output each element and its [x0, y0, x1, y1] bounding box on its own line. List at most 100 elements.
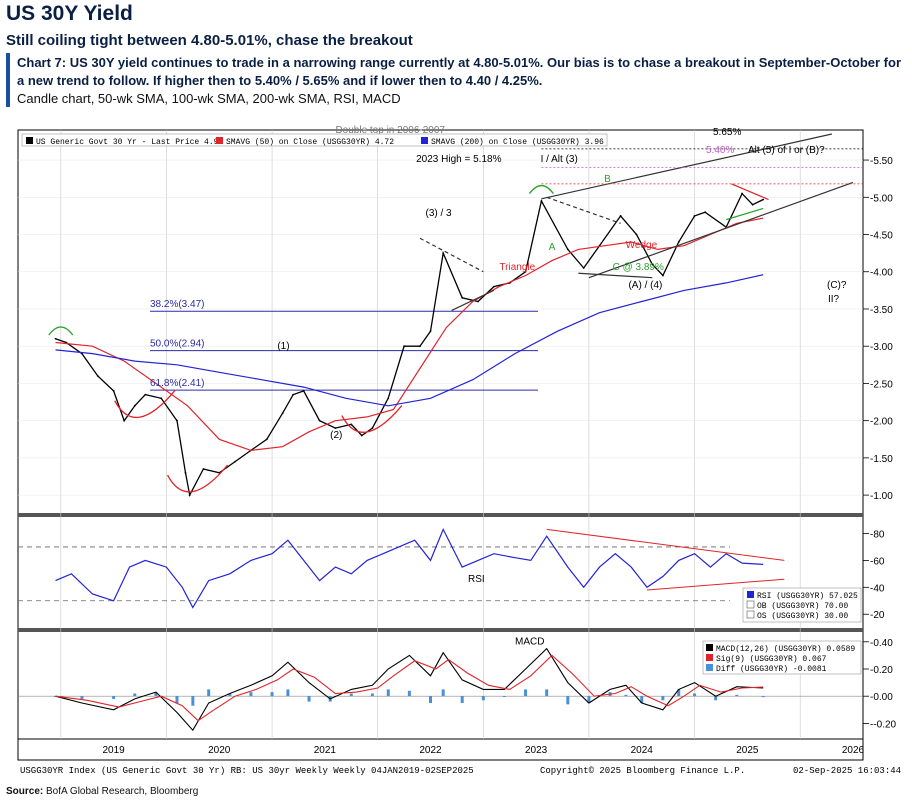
price-point — [704, 211, 707, 214]
macd-legend-box — [702, 640, 862, 675]
y-tick-label: -3.50 — [870, 305, 893, 316]
y-tick-label: -2.50 — [870, 379, 893, 390]
turning-point-arc — [166, 464, 229, 493]
macd-hist-bar — [349, 693, 353, 697]
legend-item: OS (USGG30YR) 30.00 — [757, 612, 848, 621]
price-point — [741, 192, 743, 195]
rsi-trendline-lower — [646, 578, 785, 591]
legend-item: SMAVG (200) on Close (USGG30YR) 3.96 — [431, 138, 604, 147]
price-point — [419, 345, 421, 348]
macd-hist-bar — [370, 693, 374, 697]
price-point — [693, 215, 696, 217]
macd-hist-bar — [587, 696, 591, 703]
legend-swatch — [746, 600, 755, 609]
macd-hist-bar — [429, 696, 432, 703]
legend-swatch — [706, 654, 713, 661]
price-point — [442, 252, 445, 255]
annotation-label: Triangle — [499, 262, 535, 273]
turning-point-arc — [114, 390, 176, 418]
legend-item: US Generic Govt 30 Yr - Last Price 4.97 — [36, 138, 223, 147]
macd-hist-bar — [386, 689, 390, 697]
y-tick-label: -5.50 — [870, 156, 893, 167]
rsi-legend-box — [742, 587, 862, 623]
macd-hist-bar — [481, 696, 485, 701]
legend-item: RSI (USGG30YR) 57.025 — [757, 592, 858, 601]
legend-item: SMAVG (50) on Close (USGG30YR) 4.72 — [226, 138, 394, 147]
annotation-label: Alt (5) of I or (B)? — [748, 145, 825, 156]
macd-hist-bar — [640, 696, 644, 703]
macd-hist-bar — [761, 696, 765, 698]
price-point — [387, 397, 390, 400]
price-point — [651, 263, 654, 266]
macd-y-tick-label: -0.40 — [870, 638, 893, 649]
wedge-upper-line — [546, 196, 621, 224]
x-tick-label: 2020 — [208, 745, 231, 756]
legend-swatch — [216, 137, 223, 144]
macd-hist-bar — [307, 696, 311, 702]
price-point — [334, 427, 337, 429]
legend-item: Sig(9) (USGG30YR) 0.067 — [716, 655, 827, 664]
price-point — [54, 337, 57, 340]
macd-hist-bar — [286, 689, 290, 697]
source-note: Source: BofA Global Research, Bloomberg — [6, 786, 199, 797]
rsi-y-tick-label: -20 — [870, 610, 885, 621]
macd-hist-bar — [175, 696, 179, 703]
price-point — [188, 494, 191, 497]
legend-swatch — [706, 664, 713, 671]
price-point — [302, 389, 305, 392]
price-point — [360, 434, 363, 437]
chart-caption-sub: Candle chart, 50-wk SMA, 100-wk SMA, 200… — [17, 91, 401, 106]
x-tick-label: 2026 — [842, 745, 865, 756]
macd-y-tick-label: -0.20 — [870, 665, 893, 676]
macd-hist-bar — [545, 689, 549, 697]
price-point — [96, 375, 99, 377]
macd-hist-bar — [191, 696, 195, 706]
price-point — [403, 345, 405, 348]
legend-swatch — [747, 591, 754, 598]
macd-hist-bar — [566, 696, 570, 705]
price-point — [371, 427, 374, 429]
x-tick-label: 2025 — [736, 745, 759, 756]
macd-hist-bar — [407, 690, 411, 697]
legend-item: MACD(12,26) (USGG30YR) 0.0589 — [716, 645, 855, 654]
price-point — [461, 296, 464, 299]
macd-hist-bar — [112, 696, 116, 699]
price-point — [477, 300, 479, 303]
legend-swatch — [26, 137, 33, 144]
y-tick-label: -2.00 — [870, 417, 893, 428]
y-tick-label: -4.50 — [870, 231, 893, 242]
legend-swatch — [421, 137, 428, 144]
triangle-upper-line — [419, 237, 484, 273]
x-tick-label: 2022 — [419, 745, 442, 756]
wedge-lower-line — [578, 272, 653, 279]
footer-timestamp: 02-Sep-2025 16:03:44 — [793, 766, 901, 776]
x-tick-label: 2024 — [631, 745, 654, 756]
annotation-label: (C)? — [827, 280, 847, 291]
rsi-y-tick-label: -60 — [870, 556, 885, 567]
annotation-label: A — [549, 242, 556, 253]
legend-item: OB (USGG30YR) 70.00 — [757, 602, 848, 611]
fib-label: 50.0%(2.94) — [150, 339, 204, 350]
price-point — [176, 419, 178, 422]
annotation-label: C @ 3.89% — [613, 262, 664, 273]
annotation-label: (2) — [330, 430, 342, 441]
macd-hist-bar — [228, 693, 232, 697]
channel-lower-line — [588, 181, 854, 279]
legend-swatch — [746, 610, 755, 619]
annotation-label: (1) — [277, 341, 289, 352]
page-title: US 30Y Yield — [6, 2, 133, 25]
price-point — [492, 285, 495, 288]
page-subtitle: Still coiling tight between 4.80-5.01%, … — [6, 32, 413, 49]
footer-copyright: Copyright© 2025 Bloomberg Finance L.P. — [540, 766, 745, 776]
price-point — [144, 393, 147, 396]
price-point — [619, 215, 622, 217]
price-legend-box — [21, 133, 608, 147]
annotation-label: 5.65% — [713, 127, 741, 138]
macd-hist-bar — [524, 689, 528, 697]
annotation-label: 2023 High = 5.18% — [416, 154, 501, 165]
macd-hist-bar — [661, 696, 665, 701]
turning-point-arc — [48, 326, 74, 336]
macd-hist-bar — [624, 694, 628, 697]
macd-hist-bar — [460, 696, 464, 703]
annotation-label: B — [604, 174, 611, 185]
